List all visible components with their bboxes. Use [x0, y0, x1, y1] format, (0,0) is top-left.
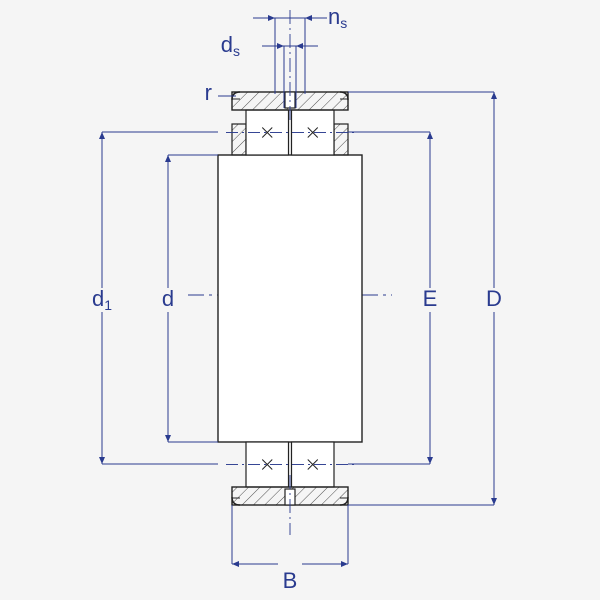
dim-label-ns: ns: [328, 4, 347, 31]
dim-label-E: E: [423, 286, 438, 311]
dim-label-d: d: [162, 286, 174, 311]
diagram-canvas: DEdd1Bnsdsr: [0, 0, 600, 600]
dim-label-r: r: [205, 80, 212, 105]
dim-label-B: B: [283, 568, 298, 593]
dim-label-ds: ds: [221, 32, 240, 59]
dim-label-D: D: [486, 286, 502, 311]
bearing-cross-section: DEdd1Bnsdsr: [0, 0, 600, 600]
